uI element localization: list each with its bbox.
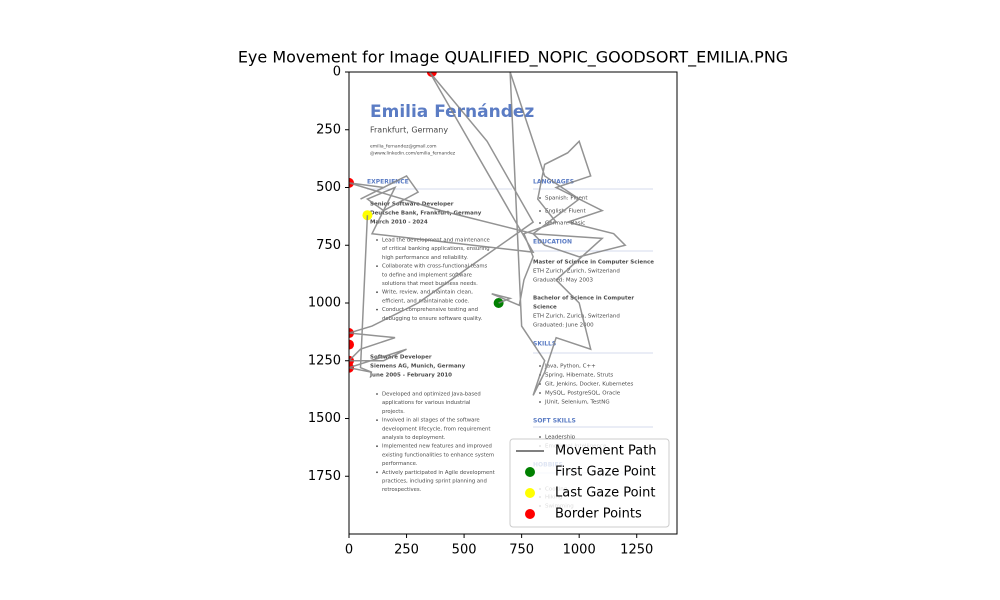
resume-text: Implemented new features and improved [382, 444, 492, 450]
y-tick-label: 1250 [308, 353, 341, 368]
resume-text: retrospectives. [382, 487, 422, 493]
resume-text: efficient, and maintainable code. [382, 298, 470, 304]
resume-text: German: Basic [545, 221, 585, 227]
resume-text: Collaborate with cross-functional teams [382, 264, 488, 270]
bullet [539, 392, 541, 394]
resume-text: Leadership [545, 435, 576, 441]
resume-text: Frankfurt, Germany [370, 126, 448, 135]
legend-swatch [525, 488, 535, 498]
resume-heading: EXPERIENCE [367, 179, 409, 186]
bullet [539, 210, 541, 212]
resume-text: @www.linkedin.com/emilia_fernandez [370, 151, 456, 157]
resume-text: solutions that meet business needs. [382, 281, 478, 287]
resume-text: Write, review, and maintain clean, [382, 290, 473, 296]
resume-text: existing functionalities to enhance syst… [382, 452, 494, 458]
x-tick-label: 250 [394, 543, 419, 558]
bullet [376, 308, 378, 311]
resume-text: ETH Zurich, Zurich, Switzerland [533, 314, 620, 320]
resume-text: ETH Zurich, Zurich, Switzerland [533, 269, 620, 275]
resume-text: English: Fluent [545, 209, 587, 215]
resume-heading: SKILLS [533, 341, 556, 348]
resume-text: Conduct comprehensive testing and [382, 307, 478, 313]
y-tick-label: 500 [316, 180, 341, 195]
y-tick-label: 1750 [308, 469, 341, 484]
bullet [376, 239, 378, 241]
y-tick-label: 250 [316, 122, 341, 137]
bullet [539, 365, 541, 367]
resume-heading: EDUCATION [533, 239, 572, 246]
bullet [376, 419, 378, 421]
resume-text: Actively participated in Agile developme… [382, 470, 495, 476]
x-tick-label: 1000 [563, 543, 596, 558]
resume-text: applications for various industrial [382, 400, 470, 406]
x-tick-label: 500 [452, 543, 477, 558]
legend: Movement Path First Gaze Point Last Gaze P… [509, 438, 670, 528]
chart-title: Eye Movement for Image QUALIFIED_NOPIC_G… [238, 48, 788, 68]
legend-label: First Gaze Point [555, 465, 656, 480]
y-tick-label: 1500 [308, 411, 341, 426]
bullet [376, 291, 378, 294]
resume-text: of critical banking applications, ensuri… [382, 246, 490, 252]
resume-text: Deutsche Bank, Frankfurt, Germany [370, 211, 482, 217]
bullet [539, 222, 541, 224]
legend-swatch [525, 509, 535, 519]
resume-text: Developed and optimized Java-based [382, 392, 481, 398]
y-tick-label: 0 [333, 65, 341, 80]
resume-text: high performance and reliability. [382, 255, 468, 261]
resume-text: Graduated: May 2003 [533, 278, 593, 284]
resume-text: projects. [382, 409, 405, 415]
x-tick-label: 1250 [620, 543, 653, 558]
legend-label: Movement Path [555, 444, 657, 459]
resume-text: emilia_fernandez@gmail.com [370, 144, 437, 150]
resume-text: Software Developer [370, 355, 432, 361]
legend-label: Border Points [555, 507, 642, 522]
bullet [539, 436, 541, 438]
resume-text: Involved in all stages of the software [382, 418, 480, 424]
resume-text: MySQL, PostgreSQL, Oracle [545, 391, 621, 397]
resume-text: June 2005 - February 2010 [369, 373, 452, 379]
resume-text: March 2010 - 2024 [370, 220, 428, 226]
resume-text: Science [533, 305, 557, 311]
resume-text: to define and implement software [382, 272, 472, 278]
resume-text: debugging to ensure software quality. [382, 316, 482, 322]
bullet [376, 445, 378, 448]
legend-swatch [525, 467, 535, 477]
resume-text: Java, Python, C++ [544, 364, 596, 370]
resume-heading: SOFT SKILLS [533, 418, 576, 425]
resume-text: development lifecycle, from requirement [382, 426, 490, 432]
movement-path [349, 72, 627, 396]
legend-label: Last Gaze Point [555, 486, 655, 501]
resume-text: performance. [382, 461, 418, 467]
resume-text: Spanish: Fluent [545, 196, 588, 202]
legend-box [509, 438, 670, 528]
plot [349, 72, 627, 396]
ticks: 0 250 500 750 1000 1250 0 250 500 750 1000 1250 1500… [308, 65, 653, 558]
x-tick-label: 750 [509, 543, 534, 558]
bullet [376, 265, 378, 267]
y-tick-label: 750 [316, 238, 341, 253]
resume-text: Graduated: June 2000 [533, 323, 594, 329]
resume-text: Senior Software Developer [370, 202, 454, 208]
bullet [376, 471, 378, 474]
resume-text: Siemens AG, Munich, Germany [370, 364, 466, 370]
resume-text: Bachelor of Science in Computer [533, 296, 634, 302]
bullet [376, 393, 378, 395]
x-tick-label: 0 [345, 543, 353, 558]
resume-text: JUnit, Selenium, TestNG [544, 400, 610, 406]
bullet [539, 401, 541, 403]
resume-text: practices, including sprint planning and [382, 479, 487, 485]
bullet [539, 197, 541, 199]
gaze-point [349, 339, 354, 350]
resume-text: analysis to deployment. [382, 435, 446, 441]
resume-text: Git, Jenkins, Docker, Kubernetes [545, 382, 634, 388]
resume-text: Master of Science in Computer Science [533, 260, 654, 266]
y-tick-label: 1000 [308, 296, 341, 311]
resume-text: Spring, Hibernate, Struts [545, 373, 613, 379]
